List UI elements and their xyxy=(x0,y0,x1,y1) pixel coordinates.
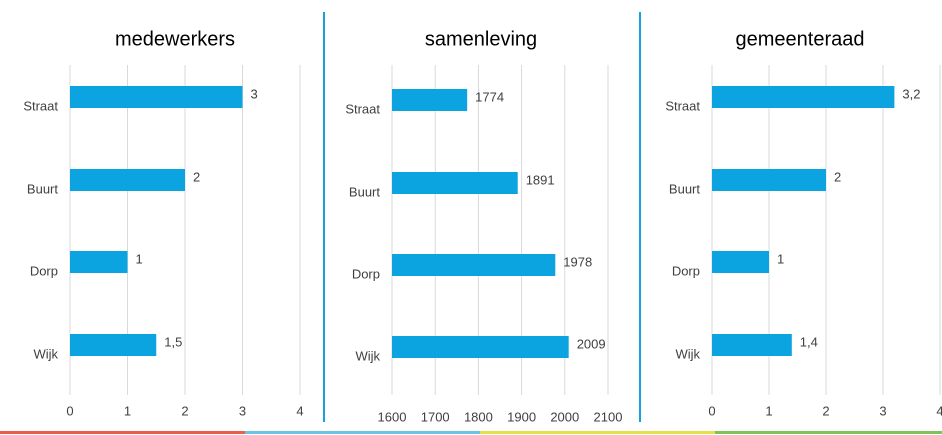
data-label: 1 xyxy=(777,251,784,266)
footer-stripe xyxy=(245,431,480,434)
y-tick-label: Wijk xyxy=(355,348,380,363)
x-tick-label: 3 xyxy=(239,403,246,418)
y-tick-label: Dorp xyxy=(30,263,58,278)
y-tick-label: Buurt xyxy=(27,181,58,196)
bar xyxy=(712,251,769,273)
data-label: 2 xyxy=(193,169,200,184)
data-label: 1,4 xyxy=(800,334,818,349)
y-tick-label: Straat xyxy=(23,98,58,113)
bar xyxy=(712,334,792,356)
data-label: 3 xyxy=(251,86,258,101)
footer-stripe xyxy=(0,431,245,434)
data-label: 1 xyxy=(136,251,143,266)
x-tick-label: 1800 xyxy=(464,409,493,424)
y-tick-label: Straat xyxy=(345,101,380,116)
bar xyxy=(712,86,895,108)
x-tick-label: 4 xyxy=(296,403,303,418)
footer-stripe xyxy=(480,431,715,434)
x-tick-label: 1600 xyxy=(378,409,407,424)
y-tick-label: Buurt xyxy=(669,181,700,196)
x-tick-label: 1 xyxy=(765,403,772,418)
bar xyxy=(392,336,569,358)
x-tick-label: 2 xyxy=(822,403,829,418)
y-tick-label: Dorp xyxy=(672,263,700,278)
x-tick-label: 1900 xyxy=(507,409,536,424)
x-tick-label: 2000 xyxy=(550,409,579,424)
bar xyxy=(70,251,128,273)
y-tick-label: Buurt xyxy=(349,184,380,199)
chart-title: samenleving xyxy=(425,28,537,50)
bar xyxy=(712,169,826,191)
data-label: 1978 xyxy=(563,254,592,269)
x-tick-label: 3 xyxy=(879,403,886,418)
x-tick-label: 0 xyxy=(66,403,73,418)
chart-title: medewerkers xyxy=(115,28,235,50)
x-tick-label: 0 xyxy=(708,403,715,418)
bar xyxy=(70,86,243,108)
y-tick-label: Wijk xyxy=(33,346,58,361)
bar xyxy=(70,334,157,356)
data-label: 2009 xyxy=(577,336,606,351)
bar xyxy=(392,89,468,111)
bar xyxy=(70,169,185,191)
y-tick-label: Wijk xyxy=(675,346,700,361)
data-label: 1774 xyxy=(475,89,504,104)
bar xyxy=(392,172,518,194)
x-tick-label: 1700 xyxy=(421,409,450,424)
data-label: 1,5 xyxy=(164,334,182,349)
data-label: 2 xyxy=(834,169,841,184)
x-tick-label: 2 xyxy=(181,403,188,418)
y-tick-label: Straat xyxy=(665,98,700,113)
x-tick-label: 1 xyxy=(124,403,131,418)
y-tick-label: Dorp xyxy=(352,266,380,281)
bar xyxy=(392,254,556,276)
x-tick-label: 2100 xyxy=(594,409,623,424)
data-label: 3,2 xyxy=(902,86,920,101)
chart-title: gemeenteraad xyxy=(736,28,865,50)
data-label: 1891 xyxy=(526,172,555,187)
footer-stripe xyxy=(715,431,942,434)
x-tick-label: 4 xyxy=(936,403,942,418)
